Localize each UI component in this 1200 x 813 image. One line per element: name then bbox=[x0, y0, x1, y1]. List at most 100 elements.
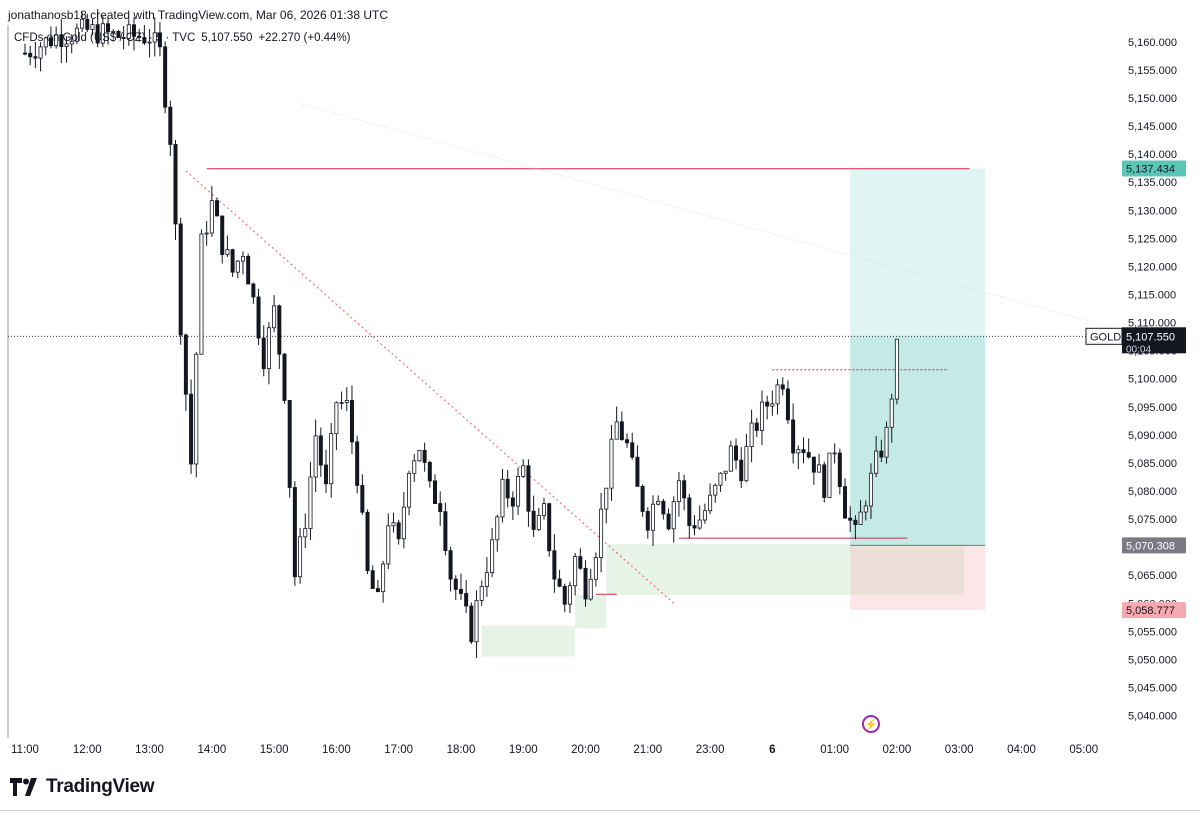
candle-body bbox=[645, 511, 650, 531]
candle-body bbox=[650, 503, 655, 531]
candle-body bbox=[718, 472, 723, 486]
price-axis: 5,160.000 5,155.000 5,150.000 5,145.000 5,14… bbox=[1128, 37, 1177, 723]
candle-body bbox=[225, 249, 230, 255]
y-tick-label: 5,130.000 bbox=[1128, 205, 1177, 217]
y-tick-label: 5,150.000 bbox=[1128, 93, 1177, 105]
symbol-title: CFDs on Gold (US$ / OZ) · 5 · TVC bbox=[14, 32, 196, 44]
x-tick-label: 16:00 bbox=[322, 744, 351, 756]
candle-body bbox=[754, 422, 759, 431]
x-tick-label: 14:00 bbox=[197, 744, 226, 756]
x-tick-label: 23:00 bbox=[696, 744, 725, 756]
trend-line bbox=[185, 170, 675, 604]
candle-body bbox=[744, 446, 749, 482]
candle-body bbox=[142, 37, 147, 44]
candle-body bbox=[64, 43, 69, 48]
x-tick-label: 19:00 bbox=[509, 744, 538, 756]
candle-body bbox=[412, 460, 417, 474]
candle-body bbox=[433, 480, 438, 504]
drawing-lines bbox=[8, 103, 1116, 604]
y-tick-label: 5,045.000 bbox=[1128, 682, 1177, 694]
candle-body bbox=[510, 497, 515, 507]
price-labels: 5,137.434 5,070.308 5,058.777 5,107.55000:0… bbox=[1085, 160, 1186, 619]
candle-body bbox=[173, 144, 178, 225]
stop-price-label-bg bbox=[1122, 602, 1186, 619]
y-tick-label: 5,110.000 bbox=[1128, 318, 1176, 330]
price-change: +22.270 (+0.44%) bbox=[258, 32, 351, 44]
candle-body bbox=[324, 464, 329, 485]
x-tick-label: 12:00 bbox=[73, 744, 102, 756]
candle-body bbox=[427, 462, 432, 482]
x-tick-label: 6 bbox=[769, 744, 775, 756]
candle-body bbox=[604, 487, 609, 510]
price-chart[interactable]: 5,160.000 5,155.000 5,150.000 5,145.000 5,14… bbox=[0, 0, 1200, 770]
candle-body bbox=[391, 522, 396, 527]
y-tick-label: 5,125.000 bbox=[1128, 233, 1177, 245]
lightning-icon[interactable]: ⚡ bbox=[862, 715, 880, 733]
candle-body bbox=[438, 503, 443, 513]
candle-body bbox=[775, 384, 780, 405]
x-tick-label: 04:00 bbox=[1007, 744, 1036, 756]
target-price-label: 5,137.434 bbox=[1126, 164, 1175, 176]
symbol-header: CFDs on Gold (US$ / OZ) · 5 · TVC 5,107.… bbox=[14, 32, 351, 44]
y-tick-label: 5,160.000 bbox=[1128, 37, 1177, 49]
candle-body bbox=[484, 572, 489, 587]
candle-body bbox=[749, 422, 754, 448]
candle-body bbox=[355, 441, 360, 486]
candle-body bbox=[682, 480, 687, 499]
candle-body bbox=[85, 18, 90, 30]
y-tick-label: 5,080.000 bbox=[1128, 486, 1177, 498]
candle-body bbox=[194, 353, 199, 465]
candle-body bbox=[157, 32, 162, 48]
candle-body bbox=[770, 403, 775, 407]
entry-price-label-bg bbox=[1122, 537, 1186, 554]
bottom-divider bbox=[0, 810, 1200, 811]
x-tick-label: 13:00 bbox=[135, 744, 164, 756]
candle-body bbox=[500, 478, 505, 518]
y-tick-label: 5,090.000 bbox=[1128, 430, 1177, 442]
candle-body bbox=[417, 449, 422, 462]
candle-body bbox=[889, 398, 894, 428]
candle-body bbox=[573, 556, 578, 587]
candle-body bbox=[59, 34, 64, 48]
candle-body bbox=[599, 508, 604, 558]
candle-body bbox=[204, 232, 209, 235]
countdown-label: 00:04 bbox=[1126, 344, 1151, 355]
candle-body bbox=[272, 305, 277, 329]
y-tick-label: 5,100.000 bbox=[1128, 374, 1177, 386]
candle-body bbox=[256, 296, 261, 339]
candle-body bbox=[209, 200, 214, 234]
candle-body bbox=[240, 255, 245, 262]
x-tick-label: 17:00 bbox=[384, 744, 413, 756]
candle-body bbox=[121, 37, 126, 39]
candle-body bbox=[469, 605, 474, 643]
candle-body bbox=[666, 513, 671, 530]
candle-body bbox=[791, 419, 796, 454]
candle-body bbox=[235, 260, 240, 273]
candle-body bbox=[630, 442, 635, 458]
candle-body bbox=[116, 31, 121, 38]
candle-body bbox=[43, 37, 48, 48]
candle-body bbox=[329, 433, 334, 485]
symbol-label-bg bbox=[1085, 327, 1123, 345]
candle-body bbox=[443, 511, 448, 551]
candle-body bbox=[671, 501, 676, 530]
symbol-label: GOLD bbox=[1090, 331, 1121, 343]
candle-body bbox=[635, 456, 640, 487]
demand-zone bbox=[606, 544, 965, 595]
candle-body bbox=[562, 585, 567, 605]
candle-body bbox=[74, 27, 79, 42]
candle-body bbox=[874, 450, 879, 474]
y-tick-label: 5,085.000 bbox=[1128, 458, 1177, 470]
candle-body bbox=[261, 337, 266, 370]
candle-body bbox=[817, 464, 822, 473]
candle-body bbox=[33, 56, 38, 59]
candle-body bbox=[178, 223, 183, 336]
candle-body bbox=[422, 449, 427, 463]
candle-body bbox=[858, 511, 863, 525]
candle-body bbox=[609, 438, 614, 489]
candle-body bbox=[106, 23, 111, 33]
candle-body bbox=[282, 353, 287, 401]
candle-body bbox=[801, 449, 806, 454]
candle-body bbox=[54, 34, 59, 47]
candle-body bbox=[370, 570, 375, 589]
